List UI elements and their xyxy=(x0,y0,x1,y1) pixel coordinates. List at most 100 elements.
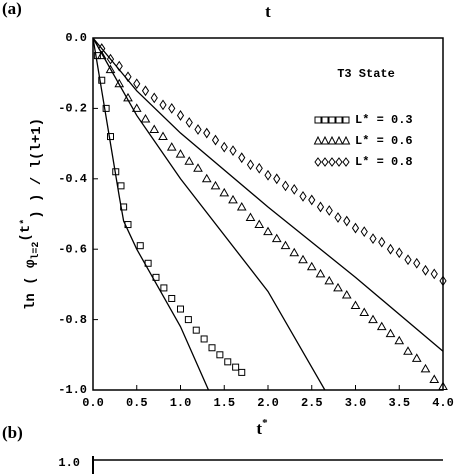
diamond-marker xyxy=(168,102,176,114)
legend-marker xyxy=(314,116,322,124)
legend-entry: L* = 0.6 xyxy=(313,134,413,148)
triangle-marker xyxy=(166,142,177,151)
triangle-marker xyxy=(394,335,405,345)
y-label-part: l=2 xyxy=(30,242,42,260)
legend-label: L* = 0.3 xyxy=(355,113,413,127)
triangle-marker xyxy=(245,212,256,222)
y-label-part: ) ) / l(l+1) xyxy=(29,118,45,219)
diamond-marker xyxy=(238,152,246,164)
x-tick-label: 1.0 xyxy=(170,396,192,410)
triangle-marker xyxy=(341,289,352,299)
legend-marker xyxy=(328,116,336,124)
triangle-marker xyxy=(429,374,440,383)
legend-marker xyxy=(335,157,343,167)
legend-title: T3 State xyxy=(337,67,395,81)
x-tick-label: 0.5 xyxy=(126,396,148,410)
square-marker xyxy=(117,182,125,190)
y-tick-label: -0.6 xyxy=(58,242,87,256)
legend-marker xyxy=(321,157,329,167)
triangle-marker xyxy=(324,275,335,285)
square-marker xyxy=(136,242,144,250)
legend-marker xyxy=(320,135,330,145)
square-marker xyxy=(216,351,224,359)
legend-marker xyxy=(342,157,350,167)
triangle-marker xyxy=(201,173,212,183)
diamond-marker xyxy=(229,145,237,157)
diamond-marker xyxy=(430,268,438,280)
legend-entry: L* = 0.3 xyxy=(314,113,413,127)
y-label-part: (t xyxy=(18,225,34,242)
x-tick-label: 2.0 xyxy=(257,396,279,410)
diamond-marker xyxy=(334,212,342,223)
diamond-marker xyxy=(395,247,403,259)
x-axis-label: t* xyxy=(256,417,268,438)
triangle-marker xyxy=(114,78,125,88)
diamond-marker xyxy=(439,275,447,287)
triangle-marker xyxy=(376,321,387,331)
diamond-marker xyxy=(351,222,360,234)
triangle-marker xyxy=(420,363,431,373)
triangle-marker xyxy=(403,346,413,355)
diamond-marker xyxy=(413,257,421,269)
y-label-part: * xyxy=(19,219,31,225)
legend-marker xyxy=(314,157,322,167)
triangle-marker xyxy=(158,131,168,141)
triangle-marker xyxy=(298,254,308,264)
diamond-marker xyxy=(360,226,368,238)
legend-marker xyxy=(335,116,343,124)
triangle-marker xyxy=(228,194,238,204)
triangle-marker xyxy=(350,300,361,310)
diamond-marker xyxy=(203,127,211,139)
theory-line xyxy=(92,37,326,391)
x-tick-label: 1.5 xyxy=(213,396,235,410)
diamond-marker xyxy=(150,92,158,104)
x-label-part: t xyxy=(256,419,262,438)
square-marker xyxy=(238,368,246,376)
triangle-marker xyxy=(333,282,343,292)
diamond-marker xyxy=(299,190,307,202)
triangle-marker xyxy=(359,307,370,317)
diamond-marker xyxy=(133,78,141,90)
diamond-marker xyxy=(246,159,255,171)
triangle-marker xyxy=(96,50,107,60)
triangle-marker xyxy=(140,113,151,123)
y-label-part: ln ( φ xyxy=(23,259,39,310)
triangle-marker xyxy=(210,180,221,190)
theory-line xyxy=(92,37,210,391)
legend-label: L* = 0.8 xyxy=(355,155,413,169)
triangle-marker xyxy=(438,381,448,390)
diamond-marker xyxy=(281,180,290,192)
triangle-marker xyxy=(184,156,195,165)
diamond-marker xyxy=(264,169,272,181)
diamond-marker xyxy=(343,215,351,227)
legend-marker xyxy=(334,135,344,145)
panel-label: (a) xyxy=(2,0,22,18)
diamond-marker xyxy=(159,99,167,111)
square-marker xyxy=(184,316,192,324)
square-marker xyxy=(232,363,240,371)
diamond-marker xyxy=(220,141,228,153)
x-label-part: * xyxy=(262,417,268,429)
panel-label: (b) xyxy=(2,423,23,442)
x-tick-label: 3.5 xyxy=(388,396,410,410)
legend-marker xyxy=(341,135,351,145)
square-marker xyxy=(102,104,110,112)
triangle-marker xyxy=(271,233,282,243)
legend-marker xyxy=(342,116,350,124)
square-marker xyxy=(98,76,106,84)
triangle-marker xyxy=(149,124,160,134)
diamond-marker xyxy=(185,117,193,128)
legend-marker xyxy=(313,135,323,145)
triangle-marker xyxy=(254,219,265,229)
square-marker xyxy=(177,305,184,313)
square-marker xyxy=(168,294,176,302)
diamond-marker xyxy=(273,173,281,185)
x-tick-label: 0.0 xyxy=(82,396,104,410)
x-tick-label: 3.0 xyxy=(345,396,367,410)
triangle-marker xyxy=(131,103,142,112)
diamond-marker xyxy=(194,124,202,135)
y-tick-label: -0.8 xyxy=(58,313,87,327)
legend-marker xyxy=(327,135,337,145)
y-tick-label: -0.2 xyxy=(58,102,87,116)
triangle-marker xyxy=(263,226,273,236)
